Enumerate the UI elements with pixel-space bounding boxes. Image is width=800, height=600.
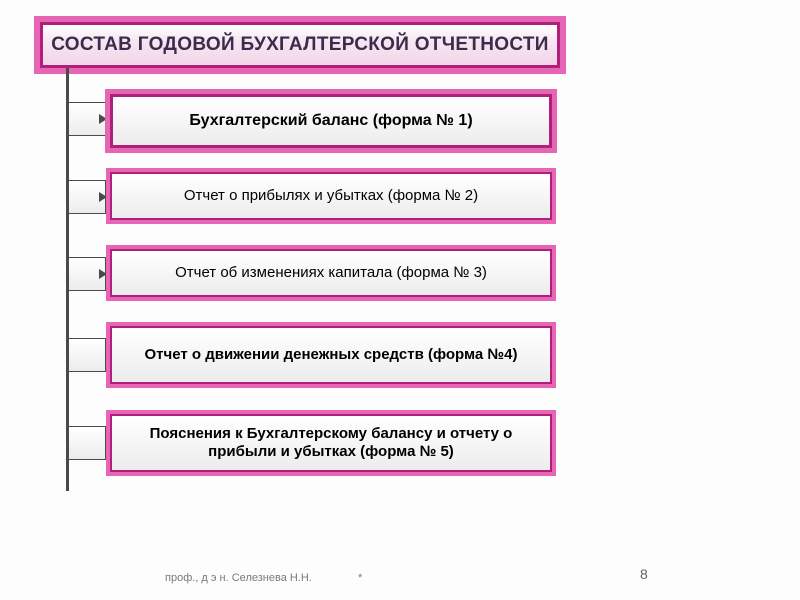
diagram-item-2: Отчет об изменениях капитала (форма № 3) [110,249,552,297]
diagram-item-4: Пояснения к Бухгалтерскому балансу и отч… [110,414,552,472]
diagram-item-0: Бухгалтерский баланс (форма № 1) [110,94,552,148]
item-text: Отчет о движении денежных средств (форма… [145,346,518,364]
connector-4 [68,426,106,460]
diagram-item-3: Отчет о движении денежных средств (форма… [110,326,552,384]
slide: СОСТАВ ГОДОВОЙ БУХГАЛТЕРСКОЙ ОТЧЕТНОСТИ … [0,0,800,600]
item-text: Бухгалтерский баланс (форма № 1) [189,111,472,130]
diagram-item-1: Отчет о прибылях и убытках (форма № 2) [110,172,552,220]
footer-star: * [358,572,362,584]
item-text: Отчет о прибылях и убытках (форма № 2) [184,187,478,205]
diagram-header: СОСТАВ ГОДОВОЙ БУХГАЛТЕРСКОЙ ОТЧЕТНОСТИ [40,22,560,68]
footer-page-number: 8 [640,566,648,582]
diagram-header-text: СОСТАВ ГОДОВОЙ БУХГАЛТЕРСКОЙ ОТЧЕТНОСТИ [51,34,549,56]
item-text: Отчет об изменениях капитала (форма № 3) [175,264,487,282]
item-text: Пояснения к Бухгалтерскому балансу и отч… [122,425,540,461]
connector-3 [68,338,106,372]
footer-author: проф., д э н. Селезнева Н.Н. [165,572,312,584]
